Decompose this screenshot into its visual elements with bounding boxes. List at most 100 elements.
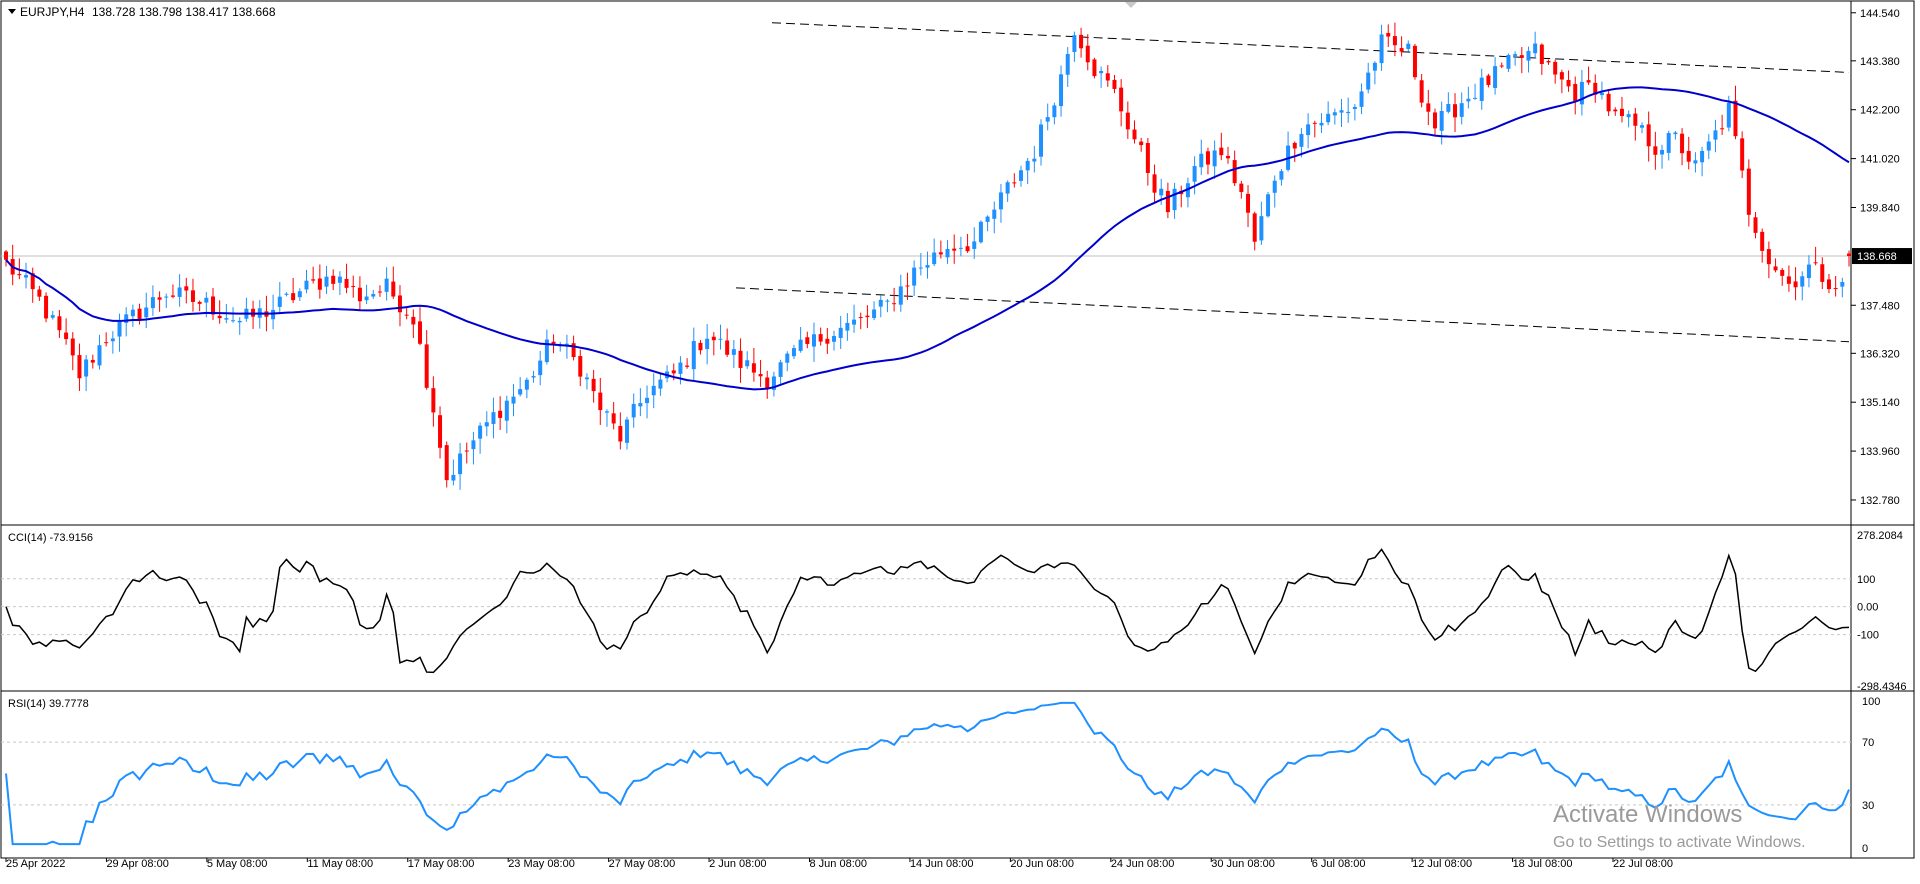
price-tick-label: 144.540	[1860, 8, 1900, 20]
candle-body	[104, 342, 109, 344]
candle-body	[1486, 75, 1491, 85]
current-price-tag	[1852, 248, 1912, 265]
candle-body	[231, 320, 236, 322]
candle-body	[317, 278, 322, 290]
candle-body	[685, 365, 690, 367]
chart-frame	[0, 0, 1915, 859]
candle-body	[144, 307, 149, 318]
candle-body	[1346, 111, 1351, 114]
candle-body	[1279, 171, 1284, 180]
candle-body	[431, 388, 436, 413]
candle-body	[718, 338, 723, 340]
symbol-menu-icon[interactable]	[8, 9, 16, 14]
rsi-tick-label: 0	[1862, 843, 1868, 855]
candle-body	[1713, 130, 1718, 140]
candle-body	[1386, 32, 1391, 37]
candle-body	[978, 221, 983, 243]
candle-body	[1833, 288, 1838, 290]
candle-body	[1566, 79, 1571, 87]
candle-body	[438, 415, 443, 448]
cci-tick-label: -298.4346	[1857, 681, 1907, 693]
candle-body	[344, 278, 349, 288]
candle-body	[872, 309, 877, 319]
candle-body	[765, 377, 770, 390]
candle-body	[705, 338, 710, 350]
candle-body	[651, 385, 656, 396]
candle-body	[150, 297, 155, 309]
ohlc-values: 138.728 138.798 138.417 138.668	[92, 5, 276, 19]
candle-body	[912, 267, 917, 286]
candle-body	[1225, 155, 1230, 159]
candle-body	[1406, 43, 1411, 49]
candle-body	[90, 359, 95, 363]
candle-body	[1018, 170, 1023, 181]
time-tick-label: 20 Jun 08:00	[1010, 858, 1074, 870]
candle-body	[852, 319, 857, 325]
candle-body	[1352, 106, 1357, 110]
candle-body	[538, 360, 543, 376]
time-tick-label: 29 Apr 08:00	[106, 858, 168, 870]
time-tick-label: 25 Apr 2022	[6, 858, 65, 870]
cci-line	[5, 548, 1850, 674]
candle-body	[1800, 276, 1805, 287]
candle-body	[638, 402, 643, 407]
candle-body	[1706, 141, 1711, 151]
rsi-tick-label: 30	[1862, 800, 1874, 812]
candle-body	[885, 300, 890, 302]
candle-body	[170, 295, 175, 297]
candle-body	[778, 362, 783, 377]
candle-body	[351, 286, 356, 288]
cci-tick-label: 100	[1857, 574, 1875, 586]
candle-body	[1826, 279, 1831, 290]
candle-body	[1219, 147, 1224, 156]
candle-body	[1673, 132, 1678, 135]
candle-body	[671, 370, 676, 374]
price-tick-label: 133.960	[1860, 446, 1900, 458]
candle-body	[70, 338, 75, 356]
candle-body	[97, 345, 102, 366]
candle-body	[1506, 55, 1511, 69]
candle-body	[771, 376, 776, 390]
time-tick-label: 18 Jul 08:00	[1513, 858, 1573, 870]
candle-body	[1746, 168, 1751, 215]
candle-body	[124, 314, 129, 323]
candle-body	[110, 338, 115, 342]
candle-body	[1613, 109, 1618, 112]
candle-body	[1212, 150, 1217, 167]
cci-tick-label: -100	[1857, 630, 1879, 642]
candle-body	[1793, 281, 1798, 288]
time-tick-label: 2 Jun 08:00	[709, 858, 767, 870]
candle-body	[484, 422, 489, 427]
candle-body	[938, 252, 943, 255]
candle-body	[1573, 84, 1578, 102]
cci-tick-label: 0.00	[1857, 602, 1878, 614]
candle-body	[1105, 73, 1110, 81]
candle-body	[1559, 72, 1564, 80]
candle-body	[471, 440, 476, 450]
candle-body	[1686, 151, 1691, 162]
candle-body	[1252, 213, 1257, 242]
candle-body	[478, 425, 483, 439]
candle-body	[1493, 66, 1498, 88]
candle-body	[1599, 92, 1604, 96]
candle-body	[464, 450, 469, 452]
candle-body	[1753, 217, 1758, 233]
candle-body	[1392, 36, 1397, 46]
candle-body	[1372, 62, 1377, 71]
shift-marker-icon[interactable]	[1125, 2, 1137, 8]
candle-body	[1513, 54, 1518, 56]
rsi-tick-label: 70	[1862, 737, 1874, 749]
candle-body	[1680, 133, 1685, 154]
candle-body	[544, 339, 549, 363]
candle-body	[1205, 151, 1210, 165]
candle-body	[798, 339, 803, 351]
candle-body	[1733, 100, 1738, 137]
candle-body	[424, 344, 429, 388]
candle-body	[1473, 97, 1478, 99]
candle-body	[1720, 128, 1725, 130]
candle-body	[1159, 188, 1164, 196]
candle-body	[44, 295, 49, 319]
candle-body	[1319, 122, 1324, 126]
